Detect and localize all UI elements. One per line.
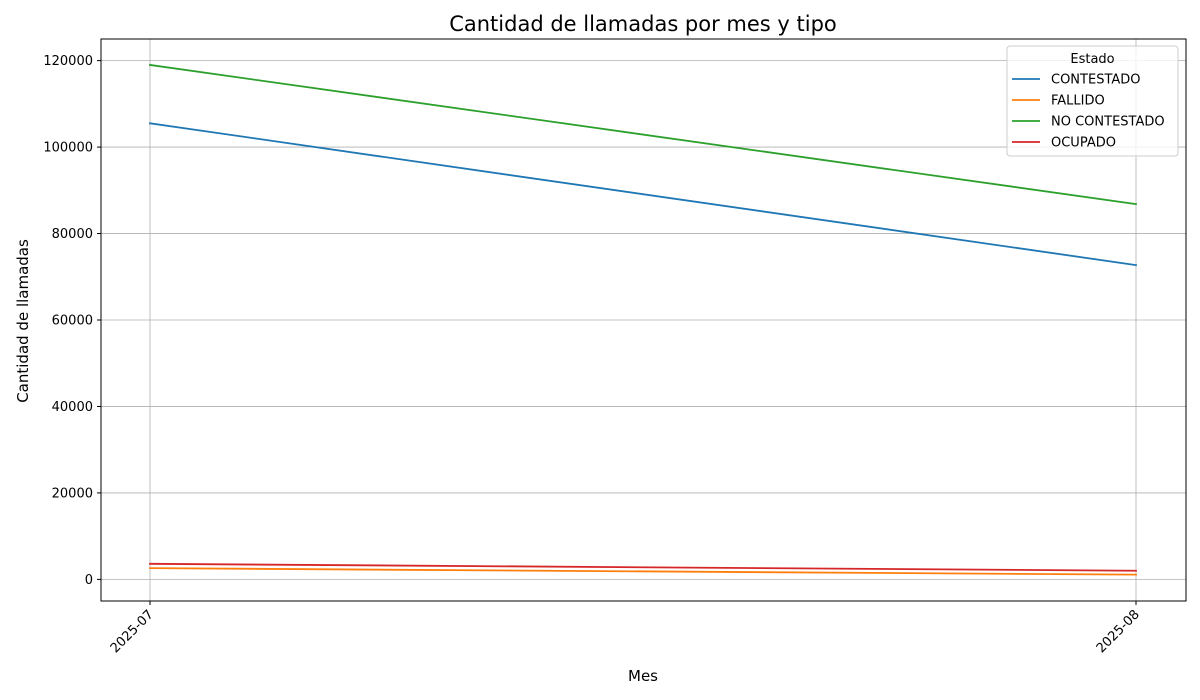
chart-title: Cantidad de llamadas por mes y tipo bbox=[449, 12, 837, 36]
legend-box bbox=[1006, 45, 1179, 157]
y-tick-label: 20000 bbox=[52, 486, 93, 501]
legend-label: FALLIDO bbox=[1051, 94, 1105, 109]
x-axis-label: Mes bbox=[628, 667, 658, 685]
grid bbox=[101, 39, 1186, 601]
legend-title: Estado bbox=[1070, 52, 1114, 67]
x-tick-label: 2025-08 bbox=[1094, 607, 1143, 656]
y-tick-label: 100000 bbox=[43, 141, 93, 156]
legend-label: NO CONTESTADO bbox=[1051, 115, 1165, 130]
x-axis-ticks: 2025-07 2025-08 bbox=[108, 601, 1143, 656]
y-tick-label: 120000 bbox=[43, 54, 93, 69]
y-tick-label: 0 bbox=[85, 573, 93, 588]
series-line-ocupado bbox=[149, 562, 1137, 572]
legend-label: OCUPADO bbox=[1051, 136, 1116, 151]
series-line-fallido bbox=[149, 567, 1137, 576]
series-lines bbox=[148, 63, 1138, 576]
y-tick-label: 40000 bbox=[52, 400, 93, 415]
y-tick-label: 60000 bbox=[52, 314, 93, 329]
y-axis-ticks: 0 20000 40000 60000 80000 100000 120000 bbox=[43, 54, 101, 588]
legend: Estado CONTESTADO FALLIDO NO CONTESTADO OCU… bbox=[1006, 45, 1179, 157]
legend-label: CONTESTADO bbox=[1051, 73, 1141, 88]
series-line-no-contestado bbox=[148, 63, 1138, 206]
y-axis-label: Cantidad de llamadas bbox=[14, 239, 32, 403]
series-line-contestado bbox=[148, 122, 1138, 267]
y-tick-label: 80000 bbox=[52, 227, 93, 242]
x-tick-label: 2025-07 bbox=[108, 607, 157, 656]
